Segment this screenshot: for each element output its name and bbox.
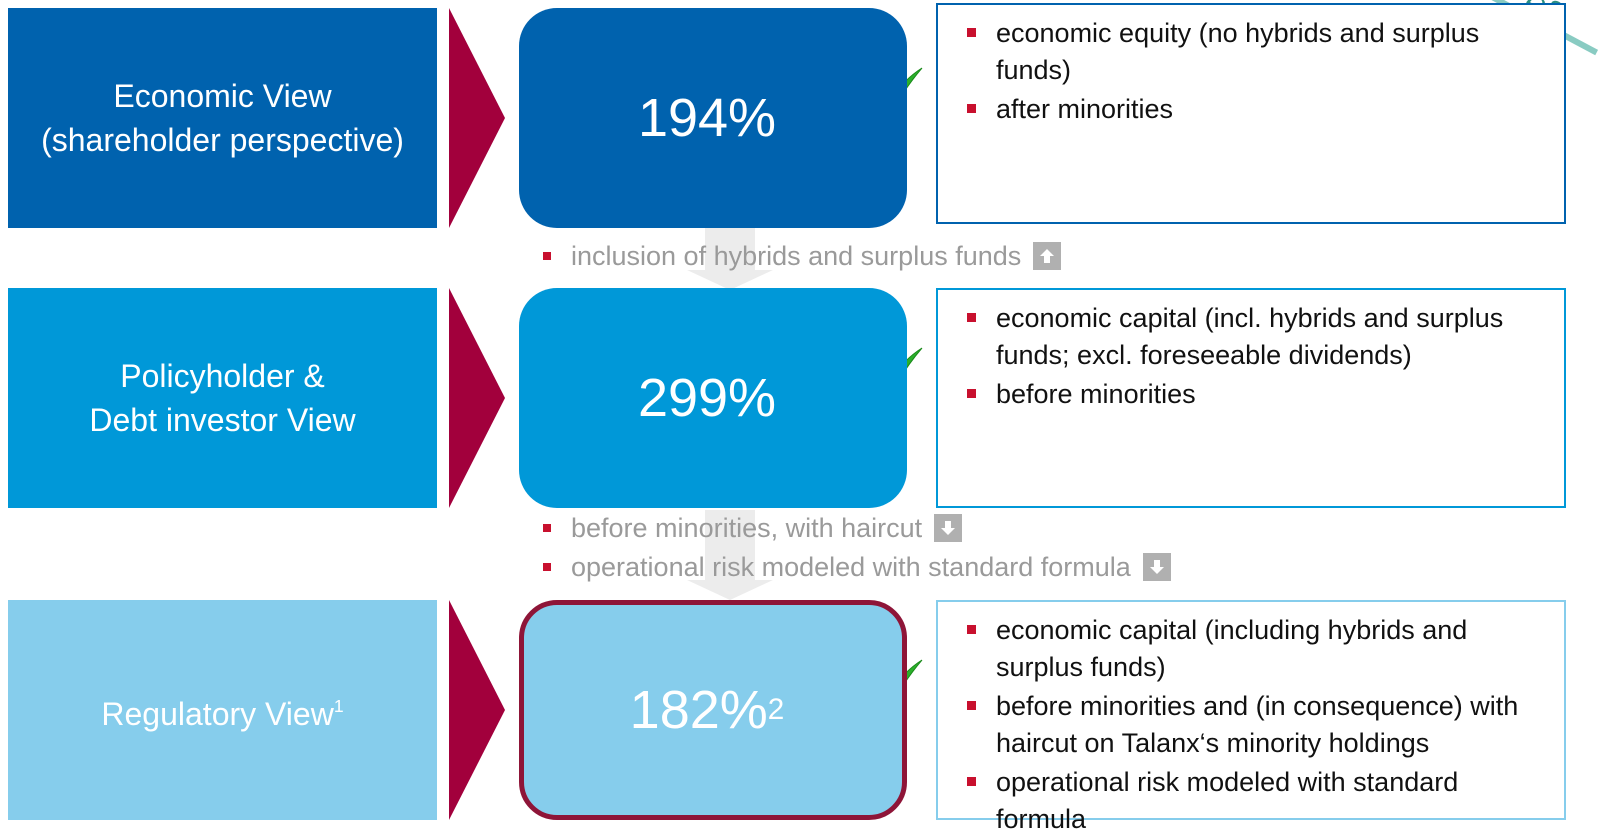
description-box: economic capital (including hybrids and … — [936, 600, 1566, 834]
view-label-line: (shareholder perspective) — [8, 118, 437, 162]
bullet: before minorities — [967, 376, 1544, 413]
chevron — [449, 288, 505, 508]
description-box: economic equity (no hybrids and surplus … — [936, 3, 1566, 224]
ratio-box: 194% — [519, 8, 907, 228]
view-label-text: Debt investor View — [89, 402, 356, 438]
bullet: after minorities — [967, 91, 1544, 128]
arrow — [1040, 249, 1055, 263]
view-label: Economic View (shareholder perspective) — [8, 8, 437, 228]
transition-note: before minorities, with haircut — [543, 510, 963, 546]
arrow — [1149, 560, 1164, 574]
description-box: economic capital (incl. hybrids and surp… — [936, 288, 1566, 508]
arrow — [941, 521, 956, 535]
bullet: operational risk modeled with standard f… — [967, 764, 1544, 838]
bullet-marker — [543, 524, 551, 532]
view-label-text: (shareholder perspective) — [41, 122, 404, 158]
bullet: economic capital (including hybrids and … — [967, 612, 1544, 686]
ratio-box: 182% 2 — [519, 600, 907, 820]
view-label: Regulatory View1 — [8, 600, 437, 820]
ratio-value: 182% — [629, 680, 768, 740]
direction-icon — [934, 514, 963, 542]
flow-arrows — [687, 228, 773, 600]
bullet: economic capital (incl. hybrids and surp… — [967, 300, 1544, 374]
ratio-box: 299% — [519, 288, 907, 508]
bullet: before minorities and (in consequence) w… — [967, 688, 1544, 762]
view-label: Policyholder & Debt investor View — [8, 288, 437, 508]
view-label-text: Economic View — [113, 78, 332, 114]
transition-text: before minorities, with haircut — [571, 512, 923, 543]
bullet-marker — [543, 252, 551, 260]
arrow-icon — [941, 521, 956, 535]
direction-icon — [1142, 553, 1171, 581]
footnote-ref: 1 — [333, 695, 344, 716]
view-label-line: Economic View — [8, 74, 437, 118]
transition-text: operational risk modeled with standard f… — [571, 551, 1131, 582]
direction-icon — [1033, 242, 1062, 270]
chevron — [449, 600, 505, 820]
chevron — [449, 8, 505, 228]
view-label-line: Debt investor View — [8, 398, 437, 442]
view-label-line: Policyholder & — [8, 354, 437, 398]
bullet-marker — [543, 563, 551, 571]
footnote-ref: 2 — [767, 693, 785, 726]
view-label-line: Regulatory View1 — [8, 684, 437, 736]
transition-note: inclusion of hybrids and surplus funds — [543, 238, 1062, 274]
view-label-text: Regulatory View — [101, 696, 334, 733]
ratio-value: 194% — [637, 88, 777, 148]
transition-text: inclusion of hybrids and surplus funds — [571, 240, 1022, 271]
view-label-text: Policyholder & — [120, 358, 325, 394]
arrow-icon — [1149, 560, 1164, 574]
bullet: economic equity (no hybrids and surplus … — [967, 15, 1544, 89]
transition-note: operational risk modeled with standard f… — [543, 549, 1171, 585]
arrow-icon — [1040, 249, 1055, 263]
ratio-value: 299% — [637, 368, 777, 428]
